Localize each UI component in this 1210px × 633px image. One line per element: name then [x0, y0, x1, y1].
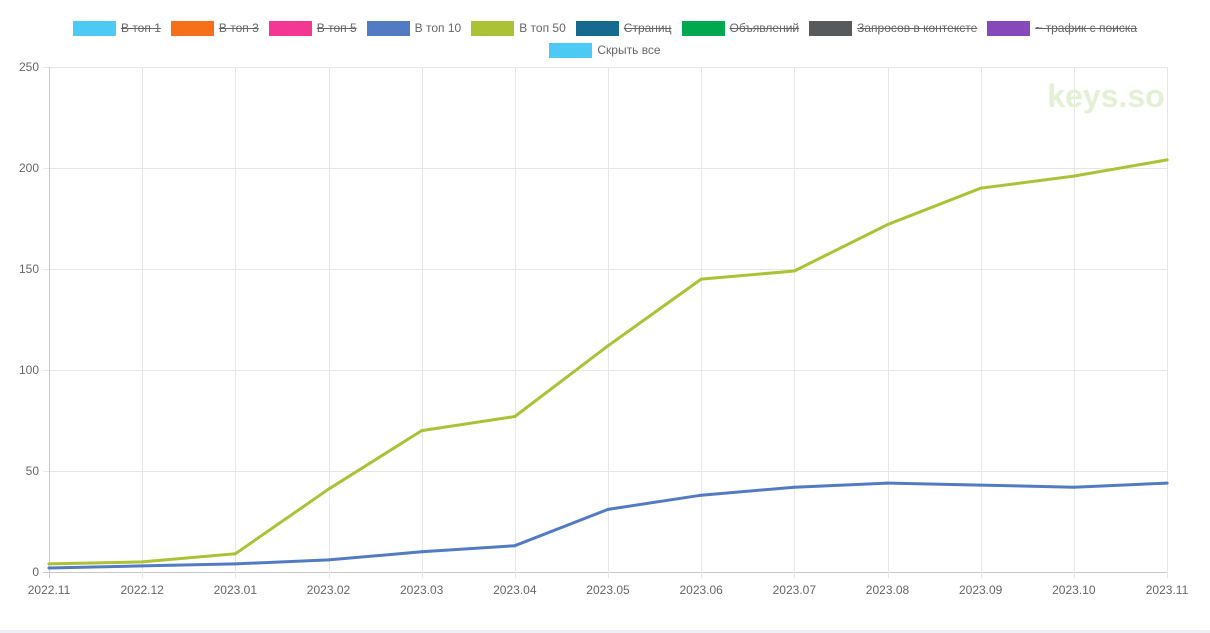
data-point[interactable]: [886, 223, 889, 227]
legend-item[interactable]: В топ 50: [471, 18, 566, 38]
x-axis-labels: 2022.11 2022.12 2023.01 2023.02 2023.03 2023.…: [28, 583, 1189, 597]
legend-row: В топ 1 В топ 3 В топ 5 В топ 10 В топ 50 Стр…: [0, 18, 1210, 38]
bottom-divider: [0, 630, 1210, 633]
legend-label: В топ 1: [120, 20, 161, 35]
data-point[interactable]: [420, 429, 424, 433]
data-point[interactable]: [699, 493, 703, 497]
data-point[interactable]: [327, 487, 330, 491]
y-tick-label: 50: [26, 464, 40, 478]
data-point[interactable]: [233, 552, 237, 556]
legend-label: Скрыть все: [597, 42, 661, 57]
data-point[interactable]: [1072, 485, 1076, 489]
data-point[interactable]: [140, 564, 144, 568]
y-tick-label: 100: [19, 363, 39, 377]
x-tick-label: 2023.10: [1052, 583, 1096, 597]
data-point[interactable]: [792, 269, 796, 273]
x-tick-label: 2023.02: [307, 583, 351, 597]
legend-swatch: [170, 20, 214, 36]
data-point[interactable]: [606, 344, 610, 348]
data-point[interactable]: [1165, 481, 1169, 485]
legend-label: В топ 50: [519, 20, 566, 35]
legend-label: Запросов в контексте: [857, 20, 978, 35]
data-point[interactable]: [606, 507, 610, 511]
data-point[interactable]: [513, 414, 517, 418]
data-point[interactable]: [327, 558, 330, 562]
legend-item[interactable]: В топ 1: [72, 18, 161, 38]
x-tick-label: 2023.04: [493, 583, 537, 597]
hide-all-toggle[interactable]: Скрыть все: [549, 40, 661, 60]
data-point[interactable]: [979, 186, 983, 190]
legend-item[interactable]: Запросов в контексте: [809, 18, 977, 38]
x-tick-label: 2023.03: [400, 583, 444, 597]
grid: [43, 67, 1168, 578]
x-tick-label: 2022.12: [120, 583, 164, 597]
data-point[interactable]: [979, 483, 983, 487]
data-point[interactable]: [513, 544, 517, 548]
legend-swatch: [549, 42, 593, 58]
x-tick-label: 2023.11: [1146, 583, 1189, 597]
legend-swatch: [72, 20, 116, 36]
legend-item[interactable]: Объявлений: [681, 18, 800, 38]
data-point[interactable]: [1165, 158, 1169, 162]
x-tick-label: 2023.05: [586, 583, 630, 597]
data-point[interactable]: [47, 566, 51, 570]
chart-legend: В топ 1 В топ 3 В топ 5 В топ 10 В топ 50 Стр…: [0, 0, 1210, 62]
data-point[interactable]: [792, 485, 796, 489]
x-tick-label: 2023.09: [959, 583, 1003, 597]
y-tick-label: 200: [19, 161, 39, 175]
data-point[interactable]: [47, 562, 51, 566]
legend-item[interactable]: ~ трафик с поиска: [987, 18, 1137, 38]
legend-swatch: [575, 20, 619, 36]
legend-swatch: [471, 20, 515, 36]
data-point[interactable]: [233, 562, 237, 566]
legend-item[interactable]: В топ 3: [170, 18, 259, 38]
y-axis-labels: 0 50 100 150 200 250: [19, 60, 39, 579]
y-tick-label: 250: [19, 60, 39, 74]
legend-swatch: [681, 20, 725, 36]
x-tick-label: 2023.01: [214, 583, 258, 597]
data-point[interactable]: [1072, 174, 1076, 178]
legend-label: Объявлений: [729, 20, 800, 35]
data-point[interactable]: [886, 481, 889, 485]
watermark-logo: keys.so: [1047, 78, 1164, 114]
series-layer: [47, 158, 1169, 570]
x-tick-label: 2023.06: [679, 583, 723, 597]
data-point[interactable]: [140, 560, 144, 564]
data-point[interactable]: [699, 277, 703, 281]
legend-label: В топ 3: [218, 20, 259, 35]
x-tick-label: 2023.08: [866, 583, 910, 597]
legend-swatch: [366, 20, 410, 36]
legend-label: В топ 10: [414, 20, 462, 35]
legend-swatch: [268, 20, 312, 36]
legend-label: ~ трафик с поиска: [1035, 20, 1138, 35]
y-tick-label: 150: [19, 262, 39, 276]
data-point[interactable]: [420, 550, 424, 554]
legend-item[interactable]: В топ 5: [268, 18, 357, 38]
legend-label: Страниц: [623, 20, 672, 35]
legend-item[interactable]: Страниц: [575, 18, 672, 38]
y-tick-label: 0: [32, 565, 39, 579]
legend-item[interactable]: В топ 10: [366, 18, 462, 38]
legend-swatch: [809, 20, 853, 36]
legend-swatch: [987, 20, 1031, 36]
legend-row: Скрыть все: [0, 40, 1210, 60]
x-tick-label: 2022.11: [28, 583, 71, 597]
x-tick-label: 2023.07: [773, 583, 817, 597]
legend-label: В топ 5: [316, 20, 357, 35]
